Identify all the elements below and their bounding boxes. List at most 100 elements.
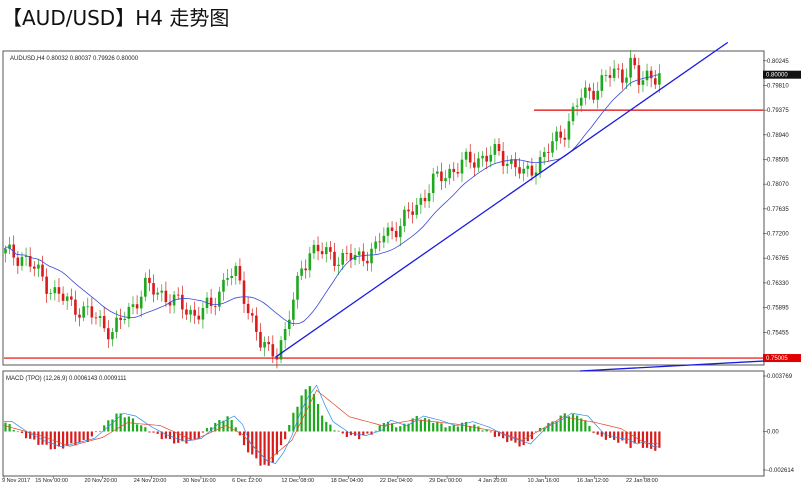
level-price-badge-label: 0.75005	[766, 356, 788, 362]
macd-histogram-bar	[411, 418, 414, 432]
macd-histogram-bar	[111, 419, 114, 432]
candle-body	[522, 168, 525, 174]
candle-body	[82, 306, 85, 318]
macd-histogram-bar	[386, 421, 390, 432]
candle-body	[135, 304, 139, 309]
candle-body	[24, 255, 28, 257]
macd-histogram-bar	[489, 431, 492, 433]
candle-body	[86, 306, 90, 308]
candle-body	[156, 292, 159, 295]
price-tick-label: 0.75455	[767, 331, 789, 337]
candle-body	[250, 313, 254, 316]
macd-histogram-bar	[37, 431, 40, 445]
candle-body	[510, 159, 513, 164]
macd-histogram-bar	[415, 415, 418, 432]
candle-body	[304, 268, 308, 271]
macd-histogram-bar	[288, 424, 291, 432]
macd-histogram-bar	[70, 431, 73, 444]
trendline	[275, 41, 765, 372]
price-tick-label: 0.76765	[767, 256, 789, 262]
macd-histogram-bar	[654, 431, 657, 451]
macd-histogram-bar	[600, 431, 603, 437]
macd-histogram-bar	[148, 431, 151, 433]
macd-histogram-bar	[164, 431, 167, 439]
macd-histogram-bar	[481, 430, 484, 432]
macd-histogram-bar	[382, 422, 385, 432]
macd-histogram-bar	[136, 424, 139, 432]
candle-body	[234, 266, 238, 277]
candle-body	[518, 167, 521, 174]
candle-body	[160, 290, 164, 293]
macd-histogram-bar	[168, 431, 172, 440]
candle-body	[571, 106, 575, 122]
macd-histogram-bar	[214, 422, 217, 432]
time-tick-label: 16 Jan 12:00	[577, 478, 609, 484]
candle-body	[45, 276, 48, 294]
macd-histogram-bar	[629, 431, 632, 448]
macd-histogram-bar	[341, 431, 344, 434]
candle-body	[612, 68, 616, 78]
candle-body	[119, 317, 122, 321]
price-tick-label: 0.79375	[767, 108, 789, 114]
candle-body	[123, 318, 127, 321]
candle-body	[440, 171, 443, 182]
candle-body	[530, 165, 534, 176]
candle-body	[185, 309, 188, 315]
candle-body	[90, 306, 94, 318]
macd-histogram-bar	[107, 420, 110, 432]
candle-body	[296, 275, 299, 300]
macd-histogram-bar	[604, 431, 608, 440]
macd-histogram-bar	[514, 431, 517, 443]
macd-histogram-bar	[358, 431, 361, 440]
candle-body	[226, 278, 229, 280]
macd-histogram-bar	[279, 431, 283, 446]
candle-body	[189, 309, 192, 315]
candle-body	[255, 315, 258, 332]
candle-body	[592, 90, 595, 100]
macd-histogram-bar	[86, 431, 89, 442]
macd-histogram-bar	[271, 431, 274, 463]
macd-histogram-bar	[103, 425, 106, 432]
macd-axis: 0.003769 0.00 -0.002614	[763, 374, 795, 474]
macd-histogram-bar	[292, 412, 295, 432]
macd-histogram-bar	[522, 431, 525, 446]
macd-histogram-bar	[477, 426, 480, 432]
macd-histogram-bar	[29, 431, 32, 439]
candle-body	[218, 291, 221, 307]
candle-body	[238, 266, 242, 281]
macd-histogram-bar	[78, 431, 81, 443]
candle-body	[98, 315, 102, 318]
candle-body	[579, 97, 583, 106]
current-price-label: 0.80000	[766, 73, 788, 79]
candle-body	[41, 264, 44, 277]
candle-body	[259, 331, 262, 348]
candle-body	[20, 256, 24, 266]
candle-body	[12, 244, 16, 258]
macd-histogram-bar	[230, 420, 233, 432]
candle-body	[144, 277, 147, 297]
macd-histogram-bar	[267, 431, 270, 466]
macd-histogram-bar	[432, 422, 435, 432]
macd-histogram-bar	[362, 431, 365, 436]
candle-body	[139, 296, 143, 309]
candle-body	[423, 197, 427, 202]
macd-histogram-bar	[263, 431, 266, 465]
macd-histogram	[4, 386, 661, 466]
candle-body	[444, 178, 447, 182]
macd-histogram-bar	[16, 431, 19, 433]
candle-body	[538, 157, 542, 173]
candle-body	[308, 253, 312, 271]
time-tick-label: 10 Jan 16:00	[528, 478, 560, 484]
macd-histogram-bar	[20, 431, 24, 433]
candle-body	[411, 211, 414, 215]
macd-histogram-bar	[308, 386, 311, 432]
page-title: 【AUD/USD】H4 走势图	[2, 6, 230, 30]
time-tick-label: 29 Dec 00:00	[429, 478, 462, 484]
candle-body	[596, 90, 599, 100]
macd-histogram-bar	[407, 423, 410, 432]
candle-body	[312, 244, 316, 254]
macd-histogram-bar	[296, 406, 299, 432]
candle-body	[324, 247, 328, 255]
candle-body	[366, 260, 369, 264]
time-tick-label: 18 Dec 04:00	[331, 478, 364, 484]
